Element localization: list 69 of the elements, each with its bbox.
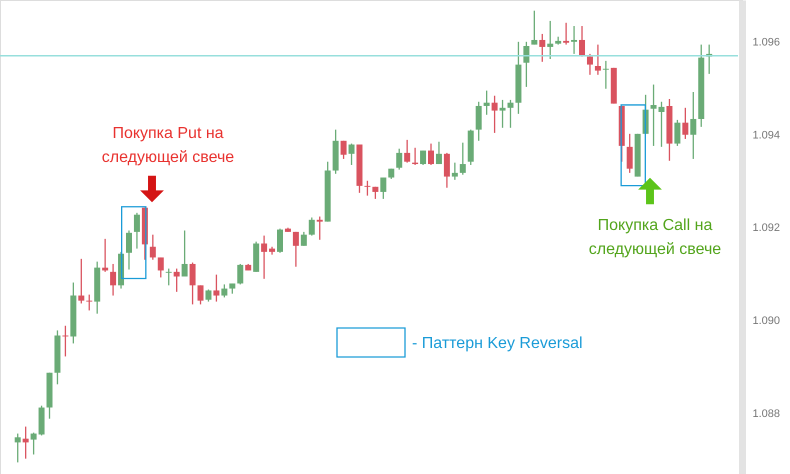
candlestick	[221, 284, 228, 298]
candlestick	[237, 263, 244, 286]
candlestick	[539, 33, 546, 62]
candlestick	[78, 258, 84, 304]
candlestick	[300, 231, 307, 246]
candlestick	[134, 212, 140, 250]
annotation: - Паттерн Key Reversal	[412, 335, 583, 352]
annotation: Покупка Put на следующей свече	[102, 125, 234, 166]
candlestick	[190, 262, 196, 306]
candlestick	[428, 142, 434, 166]
candlestick	[436, 141, 442, 165]
candlestick	[404, 139, 410, 164]
candlestick	[388, 168, 394, 180]
candlestick	[14, 432, 21, 464]
candlestick	[523, 41, 530, 88]
candlestick	[658, 101, 664, 148]
y-tick-label: 1.088	[752, 408, 780, 420]
candlestick	[261, 234, 268, 280]
y-tick-label: 1.090	[752, 315, 780, 328]
candlestick	[213, 274, 220, 302]
candlestick	[348, 142, 355, 166]
candlestick	[126, 230, 132, 270]
candlestick	[476, 101, 482, 142]
candlestick	[444, 152, 450, 188]
candlestick	[364, 180, 370, 196]
candlestick	[380, 176, 386, 200]
candlestick	[682, 107, 688, 140]
candlestick	[420, 150, 426, 166]
candlestick	[396, 148, 402, 170]
candlestick	[500, 99, 506, 128]
candlestick	[62, 325, 68, 358]
candlestick	[198, 284, 204, 306]
candlestick	[492, 95, 498, 134]
candlestick	[22, 426, 29, 460]
candlestick	[690, 91, 696, 160]
candlestick	[650, 84, 657, 147]
candlestick	[674, 119, 680, 147]
candlestick	[102, 238, 108, 273]
candlestick	[563, 22, 570, 46]
candlestick	[626, 133, 633, 174]
candlestick	[158, 256, 164, 278]
candlestick	[531, 10, 538, 46]
candlestick	[571, 25, 578, 55]
candlestick	[372, 186, 378, 200]
candlestick	[166, 268, 172, 286]
candlestick	[292, 231, 299, 268]
candlestick	[547, 20, 554, 60]
y-tick-label: 1.096	[752, 36, 780, 48]
candlestick	[276, 228, 283, 254]
candlestick	[586, 53, 593, 76]
candlestick	[86, 294, 92, 312]
candlestick	[594, 44, 601, 76]
candlestick	[205, 288, 212, 302]
annotation: Покупка Call на следующей свече	[588, 217, 722, 258]
candlestick	[484, 90, 490, 116]
candlestick	[452, 162, 458, 180]
candlestick	[110, 263, 116, 296]
candlestick	[340, 140, 347, 160]
candlestick	[308, 216, 315, 236]
y-tick-label: 1.094	[752, 129, 780, 142]
candlestick	[150, 234, 156, 260]
candlestick	[174, 268, 180, 292]
candlestick	[579, 25, 586, 58]
candlestick	[30, 432, 37, 456]
candlestick	[507, 99, 514, 128]
candlestick	[412, 147, 418, 166]
candlestick	[460, 142, 466, 176]
y-tick-label: 1.092	[752, 222, 780, 234]
candlestick	[182, 230, 188, 278]
